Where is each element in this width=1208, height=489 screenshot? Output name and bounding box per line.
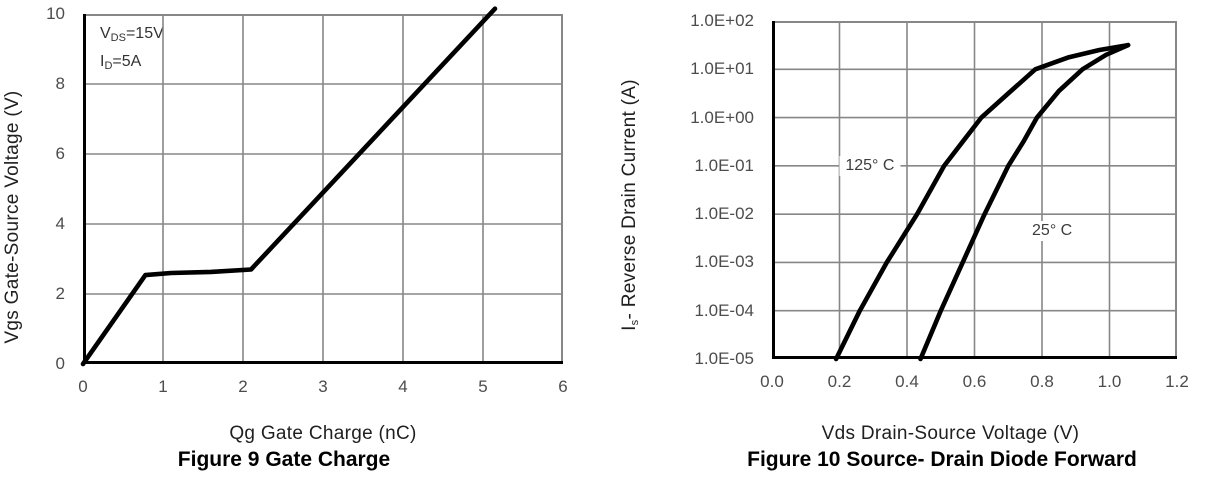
y-tick-label: 1.0E-03 [694, 252, 754, 272]
x-tick-label: 5 [478, 377, 488, 396]
x-tick-label: 4 [398, 377, 408, 396]
y-tick-label: 1.0E+02 [690, 11, 754, 30]
y-tick-label: 0 [55, 354, 65, 373]
x-tick-label: 0.6 [962, 372, 987, 391]
x-tick-label: 0.4 [895, 372, 919, 391]
x-tick-label: 2 [238, 377, 248, 396]
fig10-y-axis-title: Is- Reverse Drain Current (A) [619, 79, 641, 331]
fig9-condition-id: ID=5A [100, 52, 142, 72]
x-tick-label: 3 [318, 377, 328, 396]
y-tick-label: 1.0E+00 [690, 107, 754, 127]
x-tick-label: 1 [158, 377, 168, 396]
x-tick-label: 0.8 [1030, 372, 1054, 391]
x-tick-label: 6 [558, 377, 568, 396]
fig10-caption: Figure 10 Source- Drain Diode Forward [747, 448, 1137, 471]
curve-25C-label: 25° C [1026, 221, 1079, 242]
gate-charge-curve [80, 6, 498, 367]
y-tick-label: 1.0E-02 [694, 204, 754, 224]
fig10-x-axis-title: Vds Drain-Source Voltage (V) [821, 423, 1080, 444]
fig9-test-conditions: VDS=15V ID=5A [100, 22, 164, 78]
y-tick-label: 1.0E-05 [694, 349, 754, 368]
y-tick-label: 1.0E+01 [690, 59, 754, 79]
fig9-condition-vds: VDS=15V [100, 25, 164, 44]
y-tick-label: 2 [55, 284, 65, 303]
y-tick-label: 6 [55, 144, 65, 163]
y-tick-label: 1.0E-01 [694, 155, 754, 175]
x-tick-label: 0.0 [760, 372, 784, 391]
curve-125C [833, 42, 1131, 362]
fig9-x-axis-title: Qg Gate Charge (nC) [229, 423, 417, 444]
fig9-gate-charge-plot-area [80, 6, 563, 367]
curve-25C [918, 42, 1131, 362]
x-tick-label: 0 [78, 377, 88, 396]
x-tick-label: 1.0 [1097, 372, 1122, 391]
fig9-caption: Figure 9 Gate Charge [177, 448, 391, 471]
y-tick-label: 8 [55, 74, 65, 93]
y-tick-label: 1.0E-04 [694, 300, 754, 320]
fig10-body-diode-plot-area [772, 21, 1177, 362]
curve-125C-label: 125° C [839, 155, 901, 176]
x-tick-label: 1.2 [1165, 372, 1189, 391]
y-tick-label: 4 [55, 214, 65, 233]
x-tick-label: 0.2 [827, 372, 852, 391]
y-tick-label: 10 [46, 4, 65, 23]
